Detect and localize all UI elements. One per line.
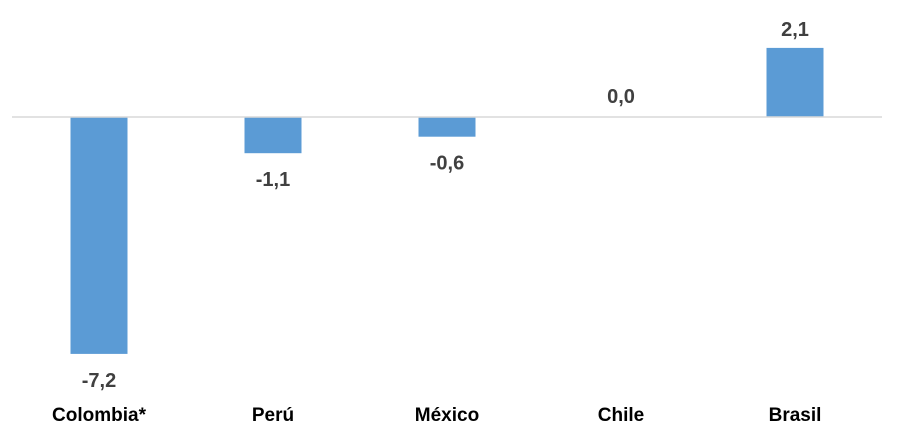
value-label-colombia: -7,2 (82, 370, 116, 392)
bars-layer (70, 47, 824, 354)
value-label-chile: 0,0 (607, 86, 635, 108)
bar-peru (244, 117, 302, 154)
value-labels-layer: -7,2 -1,1 -0,6 0,0 2,1 (82, 19, 809, 392)
bar-colombia (70, 117, 128, 354)
category-label-colombia: Colombia* (52, 405, 147, 425)
value-label-peru: -1,1 (256, 169, 290, 191)
bar-brasil (766, 47, 824, 117)
category-label-peru: Perú (252, 405, 294, 425)
category-label-chile: Chile (598, 405, 644, 425)
category-label-brasil: Brasil (769, 405, 822, 425)
value-label-mexico: -0,6 (430, 153, 464, 175)
category-label-mexico: México (415, 405, 479, 425)
category-labels-layer: Colombia* Perú México Chile Brasil (52, 405, 822, 426)
bar-mexico (418, 117, 476, 137)
value-label-brasil: 2,1 (781, 19, 809, 41)
